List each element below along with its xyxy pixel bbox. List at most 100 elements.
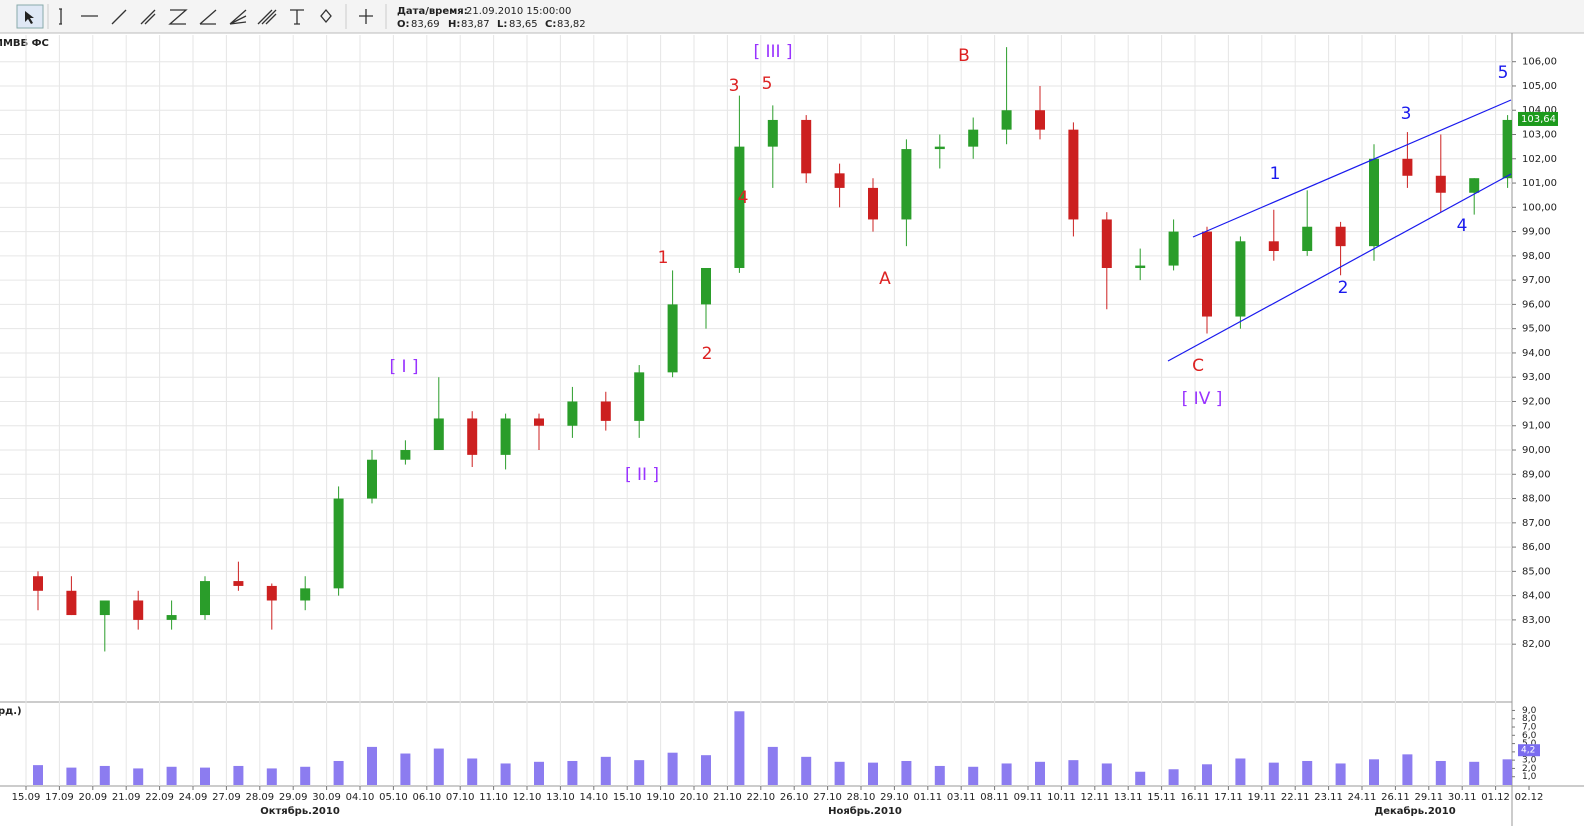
o-label: O: xyxy=(397,19,410,30)
o-value: 83,69 xyxy=(411,19,440,30)
y-tick-label: 99,00 xyxy=(1522,227,1551,238)
volume-bar xyxy=(300,766,311,785)
x-tick-label: 22.10 xyxy=(746,792,775,803)
tool-cross[interactable] xyxy=(359,9,373,24)
volume-bar xyxy=(233,765,244,785)
y-tick-label: 86,00 xyxy=(1522,542,1551,553)
x-tick-label: 09.11 xyxy=(1014,792,1043,803)
tool-trend[interactable] xyxy=(111,9,127,25)
x-tick-label: 26.10 xyxy=(780,792,809,803)
x-tick-label: 10.11 xyxy=(1047,792,1076,803)
candle-body xyxy=(1268,241,1279,252)
y-tick-label: 97,00 xyxy=(1522,275,1551,286)
marks xyxy=(33,47,1512,785)
candle-body xyxy=(567,401,578,426)
tool-fibo[interactable] xyxy=(199,9,217,25)
candle-body xyxy=(333,498,344,589)
month-label: Октябрь.2010 xyxy=(260,805,340,817)
volume-tick-label: 7,0 xyxy=(1522,723,1537,733)
volume-bar xyxy=(433,748,444,785)
volume-bar xyxy=(400,753,411,785)
candle-body xyxy=(1101,219,1112,268)
volume-bar xyxy=(1035,761,1045,785)
volume-bar xyxy=(734,711,745,785)
volume-bar xyxy=(1135,771,1146,785)
wave-label: [ II ] xyxy=(625,465,659,485)
tool-gann[interactable] xyxy=(257,9,277,25)
wave-label: 3 xyxy=(729,76,740,96)
volume-tick-label: 2,0 xyxy=(1522,764,1537,774)
x-tick-label: 05.10 xyxy=(379,792,408,803)
x-tick-label: 30.11 xyxy=(1448,792,1477,803)
volume-tick-label: 5,0 xyxy=(1522,739,1537,749)
candle-body xyxy=(534,418,544,426)
y-tick-label: 102,00 xyxy=(1522,154,1557,165)
volume-bar xyxy=(1502,759,1512,785)
volume-bar xyxy=(600,756,611,785)
last-price-label: 103,64 xyxy=(1521,114,1556,125)
candle-body xyxy=(901,149,912,220)
tool-fan[interactable] xyxy=(229,9,247,25)
grid xyxy=(0,35,1512,786)
wave-label: 2 xyxy=(702,344,713,364)
volume-bar xyxy=(1302,760,1313,785)
candle-body xyxy=(600,401,611,421)
instrument: ММВБ ФС xyxy=(0,38,49,49)
tool-vline[interactable] xyxy=(59,8,62,25)
x-tick-label: 22.11 xyxy=(1281,792,1310,803)
tool-shape[interactable] xyxy=(320,8,332,24)
y-tick-label: 93,00 xyxy=(1522,372,1551,383)
datetime-label: Дата/время: xyxy=(397,6,468,17)
volume-bar xyxy=(868,762,878,785)
x-tick-label: 30.09 xyxy=(312,792,341,803)
c-label: C: xyxy=(545,19,556,30)
volume-bar xyxy=(500,763,511,785)
x-tick-label: 13.10 xyxy=(546,792,575,803)
volume-bar xyxy=(767,746,778,785)
volume-tick-label: 1,0 xyxy=(1522,772,1537,782)
candle-body xyxy=(1235,241,1246,317)
wave-label: 5 xyxy=(762,74,773,94)
x-tick-label: 17.09 xyxy=(45,792,74,803)
y-tick-label: 82,00 xyxy=(1522,639,1551,650)
volume-bar xyxy=(968,766,979,785)
tool-zigzag[interactable] xyxy=(168,9,188,25)
candle-body xyxy=(734,146,745,268)
x-tick-label: 20.10 xyxy=(680,792,709,803)
candle-body xyxy=(801,119,812,174)
volume-tick-label: 9,0 xyxy=(1522,706,1537,716)
month-label: Декабрь.2010 xyxy=(1374,805,1455,817)
candle-body xyxy=(1435,175,1446,193)
x-tick-label: 21.09 xyxy=(112,792,141,803)
y-tick-label: 104,00 xyxy=(1522,105,1557,116)
candle-body xyxy=(1335,226,1346,247)
y-tick-label: 103,00 xyxy=(1522,130,1557,141)
volume-bar xyxy=(367,746,377,785)
volume-bar xyxy=(634,760,645,785)
volume-bar xyxy=(801,756,812,785)
x-tick-label: 15.09 xyxy=(12,792,41,803)
volume-bar xyxy=(33,765,43,785)
tool-channel[interactable] xyxy=(140,9,156,25)
volume-bar xyxy=(534,761,544,785)
candle-body xyxy=(1068,129,1079,220)
x-tick-label: 22.09 xyxy=(145,792,174,803)
tool-text[interactable] xyxy=(290,9,304,25)
wave-label: 2 xyxy=(1338,278,1349,298)
x-tick-label: 21.10 xyxy=(713,792,742,803)
y-tick-label: 100,00 xyxy=(1522,202,1557,213)
volume-bar xyxy=(1268,762,1279,785)
y-tick-label: 105,00 xyxy=(1522,81,1557,92)
y-tick-label: 87,00 xyxy=(1522,518,1551,529)
candle-body xyxy=(433,418,444,451)
candle-body xyxy=(767,119,778,147)
toolbar: Дата/время: 21.09.2010 15:00:00 O: 83,69… xyxy=(0,0,1584,34)
x-tick-label: 29.10 xyxy=(880,792,909,803)
wave-label: 1 xyxy=(1270,164,1281,184)
x-tick-label: 27.10 xyxy=(813,792,842,803)
c-value: 83,82 xyxy=(557,19,586,30)
x-tick-label: 27.09 xyxy=(212,792,241,803)
volume-bar xyxy=(266,768,277,785)
x-tick-label: 12.10 xyxy=(513,792,542,803)
candle-body xyxy=(667,304,678,373)
